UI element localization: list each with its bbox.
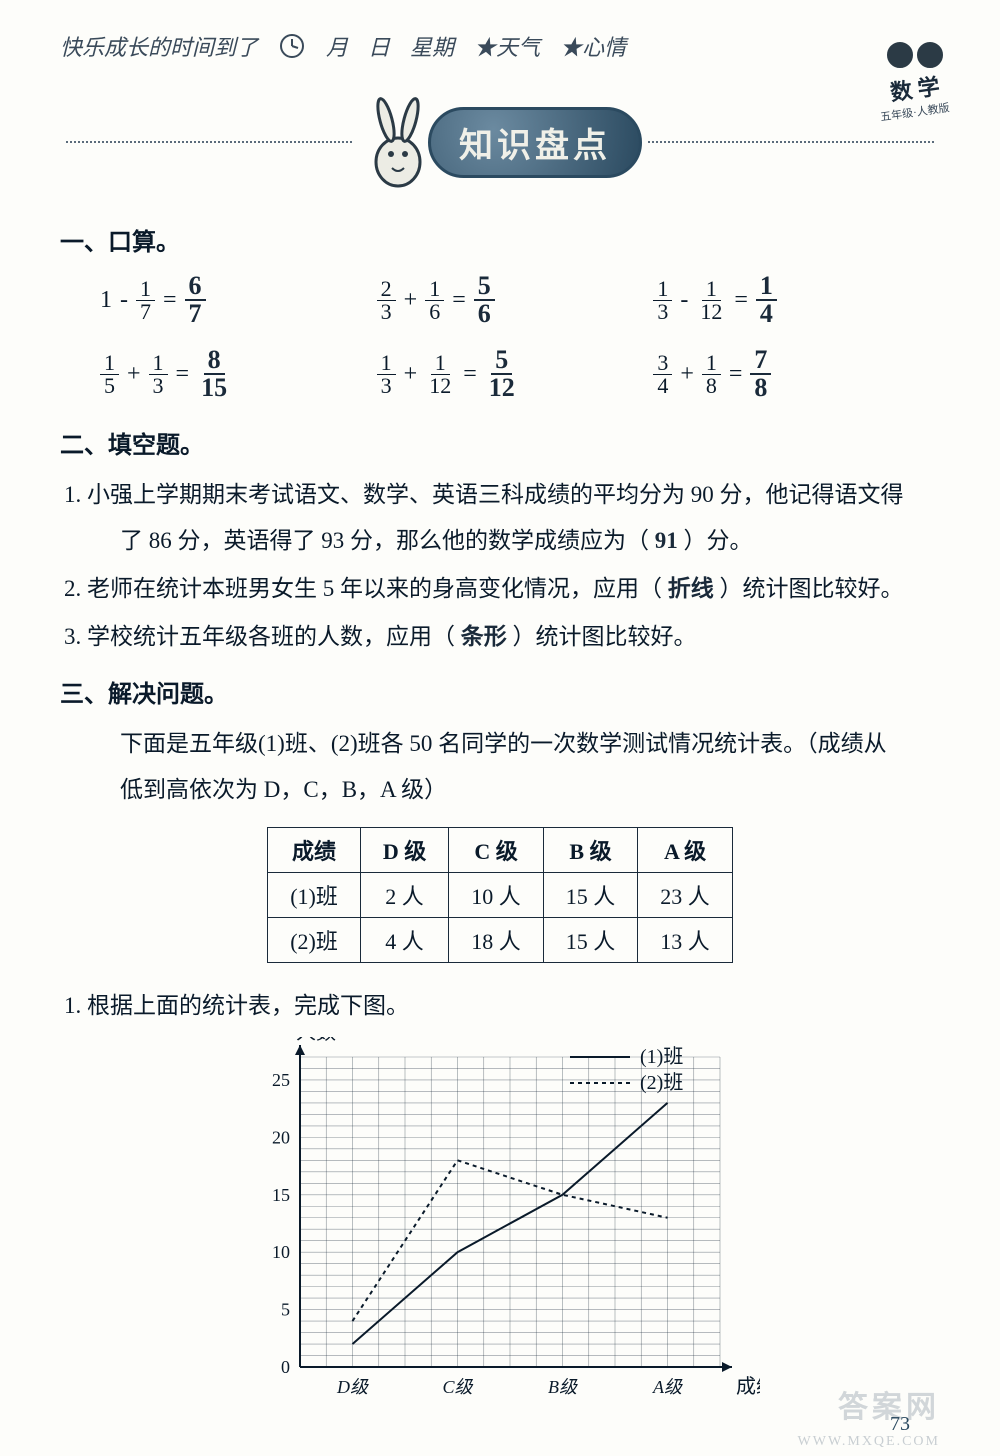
- data-table: 成绩D 级C 级B 级A 级(1)班2 人10 人15 人23 人(2)班4 人…: [267, 827, 733, 963]
- calc-eq-0: 1-17 = 67: [100, 273, 367, 327]
- chart-wrap: 0 5 10 15 20 25 D级 C级 B级 A级 人数成绩 (1)班 (2)班: [60, 1037, 940, 1417]
- corner-badge: 数 学 五年级·人教版: [860, 30, 970, 120]
- header-strip: 快乐成长的时间到了 月 日 星期 ★天气 ★心情: [60, 30, 940, 62]
- page-title: 知识盘点: [428, 107, 642, 178]
- q2b: ）统计图比较好。: [720, 576, 904, 601]
- section3-intro: 下面是五年级(1)班、(2)班各 50 名同学的一次数学测试情况统计表。（成绩从…: [60, 721, 940, 813]
- svg-text:5: 5: [281, 1300, 290, 1320]
- svg-text:0: 0: [281, 1357, 290, 1377]
- svg-text:人数: 人数: [296, 1037, 336, 1044]
- hdr-month: 月: [326, 30, 348, 62]
- deco-right: [648, 141, 934, 143]
- svg-text:(1)班: (1)班: [640, 1045, 683, 1068]
- calc-grid: 1-17 = 6723+16 = 5613-112 = 14 15+13 = 81…: [60, 269, 940, 411]
- calc-eq-3: 15+13 = 815: [100, 347, 367, 401]
- hdr-weather: ★天气: [474, 30, 540, 62]
- section3-q1: 1. 根据上面的统计表，完成下图。: [60, 983, 940, 1029]
- svg-text:(2)班: (2)班: [640, 1071, 683, 1094]
- q2ans: 折线: [668, 576, 714, 601]
- svg-text:10: 10: [272, 1242, 290, 1262]
- bunny-icon: [358, 92, 438, 192]
- svg-text:20: 20: [272, 1127, 290, 1147]
- th: C 级: [449, 828, 544, 873]
- svg-text:A级: A级: [652, 1377, 683, 1397]
- watermark: 答案网: [838, 1382, 940, 1426]
- th: 成绩: [268, 828, 361, 873]
- calc-eq-4: 13+112 = 512: [377, 347, 644, 401]
- calc-eq-2: 13-112 = 14: [653, 273, 920, 327]
- intro2: 低到高依次为 D，C，B，A 级）: [120, 767, 940, 813]
- clock-icon: [278, 32, 306, 60]
- th: B 级: [543, 828, 638, 873]
- intro1: 下面是五年级(1)班、(2)班各 50 名同学的一次数学测试情况统计表。（成绩从: [120, 721, 940, 767]
- q2a: 2. 老师在统计本班男女生 5 年以来的身高变化情况，应用（: [64, 576, 662, 601]
- svg-text:D级: D级: [336, 1377, 369, 1397]
- svg-text:25: 25: [272, 1070, 290, 1090]
- svg-text:B级: B级: [548, 1377, 578, 1397]
- section3-head: 三、解决问题。: [60, 674, 940, 709]
- table-row: (2)班4 人18 人15 人13 人: [268, 918, 733, 963]
- calc-eq-1: 23+16 = 56: [377, 273, 644, 327]
- section2-body: 1. 小强上学期期末考试语文、数学、英语三科成绩的平均分为 90 分，他记得语文…: [60, 472, 940, 660]
- q3a: 3. 学校统计五年级各班的人数，应用（: [64, 624, 455, 649]
- q1c: ）分。: [684, 528, 753, 553]
- title-row: 知识盘点: [60, 92, 940, 192]
- svg-text:C级: C级: [442, 1377, 473, 1397]
- svg-text:15: 15: [272, 1185, 290, 1205]
- line-chart: 0 5 10 15 20 25 D级 C级 B级 A级 人数成绩 (1)班 (2)班: [240, 1037, 760, 1417]
- deco-left: [66, 141, 352, 143]
- table-row: (1)班2 人10 人15 人23 人: [268, 873, 733, 918]
- section2-head: 二、填空题。: [60, 425, 940, 460]
- hdr-mood: ★心情: [560, 30, 626, 62]
- q3b: ）统计图比较好。: [513, 624, 697, 649]
- q1a: 1. 小强上学期期末考试语文、数学、英语三科成绩的平均分为 90 分，他记得语文…: [64, 482, 904, 507]
- watermark-url: WWW.MXQE.COM: [798, 1434, 940, 1450]
- th: A 级: [638, 828, 733, 873]
- svg-text:成绩: 成绩: [736, 1375, 760, 1398]
- q3ans: 条形: [461, 624, 507, 649]
- calc-eq-5: 34+18 = 78: [653, 347, 920, 401]
- q1ans: 91: [655, 528, 678, 553]
- hdr-day: 日: [368, 30, 390, 62]
- th: D 级: [360, 828, 448, 873]
- hdr-text: 快乐成长的时间到了: [60, 30, 258, 62]
- section1-head: 一、口算。: [60, 222, 940, 257]
- q1b: 了 86 分，英语得了 93 分，那么他的数学成绩应为（: [92, 528, 649, 553]
- hdr-weekday: 星期: [410, 30, 454, 62]
